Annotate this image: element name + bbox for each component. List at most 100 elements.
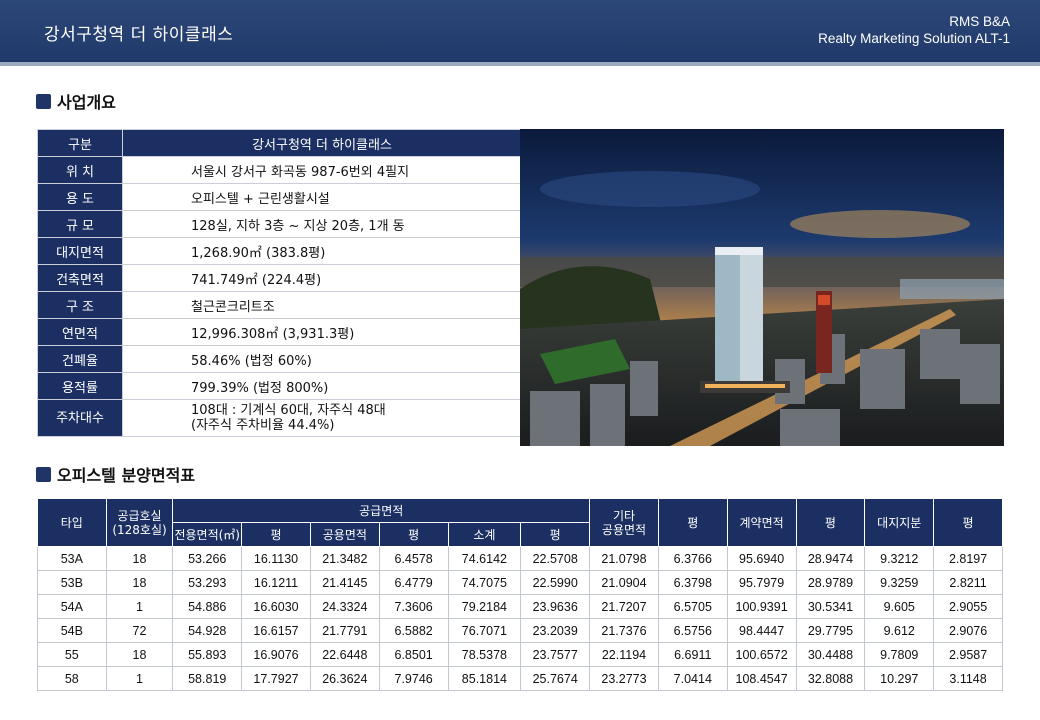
col-land-share: 대지지분 [864, 498, 935, 547]
table-cell: 95.7979 [726, 570, 797, 595]
table-cell: 53A [37, 546, 107, 571]
table-row: 58 1 58.819 17.7927 26.3624 7.9746 85.1814 25.7… [37, 666, 1003, 691]
section-title-area: 오피스텔 분양면적표 [36, 462, 195, 486]
table-cell: 100.6572 [726, 642, 797, 667]
table-cell: 9.612 [864, 618, 935, 643]
table-cell: 6.8501 [378, 642, 449, 667]
table-cell: 72 [105, 618, 174, 643]
table-cell: 95.6940 [726, 546, 797, 571]
area-table: 타입 공급호실 (128호실) 공급면적 기타 공용면적 평 계약면적 평 대지… [37, 498, 1003, 691]
table-cell: 2.8211 [933, 570, 1003, 595]
table-cell: 6.3766 [657, 546, 728, 571]
table-cell: 6.6911 [657, 642, 728, 667]
table-cell: 21.0798 [589, 546, 659, 571]
table-cell: 1 [105, 594, 174, 619]
table-cell: 100.9391 [726, 594, 797, 619]
table-row: 53A 18 53.266 16.1130 21.3482 6.4578 74.6142 22… [37, 546, 1003, 571]
col-pyeong: 평 [933, 498, 1003, 547]
table-cell: 23.2039 [520, 618, 591, 643]
building-rendering-image [520, 129, 1004, 446]
table-cell: 22.1194 [589, 642, 659, 667]
table-cell: 28.9474 [795, 546, 866, 571]
table-cell: 18 [105, 546, 174, 571]
overview-head-row: 구분 강서구청역 더 하이클래스 [37, 129, 522, 157]
table-cell: 55.893 [172, 642, 243, 667]
table-cell: 6.5882 [378, 618, 449, 643]
col-pyeong: 평 [795, 498, 866, 547]
overview-row: 용 도 오피스텔 + 근린생활시설 [37, 183, 522, 211]
col-supply-area: 공급면적 [172, 498, 591, 523]
table-cell: 1 [105, 666, 174, 691]
area-header-row: 타입 공급호실 (128호실) 공급면적 기타 공용면적 평 계약면적 평 대지… [37, 498, 1003, 547]
table-cell: 108.4547 [726, 666, 797, 691]
table-cell: 53B [37, 570, 107, 595]
table-cell: 23.9636 [520, 594, 591, 619]
table-cell: 9.3212 [864, 546, 935, 571]
table-cell: 54.886 [172, 594, 243, 619]
table-cell: 9.605 [864, 594, 935, 619]
table-cell: 79.2184 [447, 594, 522, 619]
overview-row: 구 조 철근콘크리트조 [37, 291, 522, 319]
table-cell: 25.7674 [520, 666, 591, 691]
overview-row: 규 모 128실, 지하 3층 ~ 지상 20층, 1개 동 [37, 210, 522, 238]
table-cell: 10.297 [864, 666, 935, 691]
header-bar: 강서구청역 더 하이클래스 RMS B&A Realty Marketing S… [0, 0, 1040, 62]
overview-row: 건폐율 58.46% (법정 60%) [37, 345, 522, 373]
table-cell: 16.1130 [241, 546, 311, 571]
table-cell: 54.928 [172, 618, 243, 643]
table-cell: 9.3259 [864, 570, 935, 595]
table-cell: 7.0414 [657, 666, 728, 691]
table-row: 55 18 55.893 16.9076 22.6448 6.8501 78.5378 23.… [37, 642, 1003, 667]
overview-row: 용적률 799.39% (법정 800%) [37, 372, 522, 400]
overview-row: 연면적 12,996.308㎡ (3,931.3평) [37, 318, 522, 346]
table-cell: 22.5708 [520, 546, 591, 571]
table-cell: 30.4488 [795, 642, 866, 667]
table-cell: 23.2773 [589, 666, 659, 691]
overview-row: 대지면적 1,268.90㎡ (383.8평) [37, 237, 522, 265]
table-cell: 2.9587 [933, 642, 1003, 667]
table-cell: 53.266 [172, 546, 243, 571]
col-pyeong: 평 [520, 522, 591, 547]
table-cell: 24.3324 [309, 594, 380, 619]
table-cell: 78.5378 [447, 642, 522, 667]
col-pyeong: 평 [378, 522, 449, 547]
col-pyeong: 평 [657, 498, 728, 547]
col-type: 타입 [37, 498, 107, 547]
brand-name: RMS B&A [949, 14, 1010, 29]
table-cell: 17.7927 [241, 666, 311, 691]
section-title-overview: 사업개요 [36, 89, 116, 113]
brand-subtitle: Realty Marketing Solution ALT-1 [818, 31, 1010, 46]
overview-row: 위 치 서울시 강서구 화곡동 987-6번외 4필지 [37, 156, 522, 184]
table-cell: 29.7795 [795, 618, 866, 643]
table-cell: 21.7791 [309, 618, 380, 643]
table-cell: 54B [37, 618, 107, 643]
page-title: 강서구청역 더 하이클래스 [44, 25, 234, 45]
table-cell: 22.6448 [309, 642, 380, 667]
table-row: 54A 1 54.886 16.6030 24.3324 7.3606 79.2184 23.… [37, 594, 1003, 619]
table-cell: 6.4779 [378, 570, 449, 595]
table-cell: 74.7075 [447, 570, 522, 595]
table-cell: 85.1814 [447, 666, 522, 691]
table-cell: 16.6157 [241, 618, 311, 643]
table-cell: 30.5341 [795, 594, 866, 619]
overview-head-key: 구분 [37, 129, 123, 157]
col-pyeong: 평 [241, 522, 311, 547]
table-cell: 16.9076 [241, 642, 311, 667]
table-row: 53B 18 53.293 16.1211 21.4145 6.4779 74.7075 22… [37, 570, 1003, 595]
table-cell: 9.7809 [864, 642, 935, 667]
overview-table: 구분 강서구청역 더 하이클래스 위 치 서울시 강서구 화곡동 987-6번외 … [37, 129, 522, 437]
table-cell: 2.8197 [933, 546, 1003, 571]
table-cell: 2.9076 [933, 618, 1003, 643]
col-subtotal: 소계 [447, 522, 522, 547]
table-cell: 21.7207 [589, 594, 659, 619]
table-cell: 6.5756 [657, 618, 728, 643]
table-cell: 18 [105, 642, 174, 667]
col-exclusive-area: 전용면적(㎡) [172, 522, 243, 547]
table-cell: 58 [37, 666, 107, 691]
table-cell: 32.8088 [795, 666, 866, 691]
header-divider [0, 62, 1040, 66]
table-cell: 58.819 [172, 666, 243, 691]
table-cell: 21.3482 [309, 546, 380, 571]
square-bullet-icon [36, 466, 51, 482]
table-cell: 16.1211 [241, 570, 311, 595]
